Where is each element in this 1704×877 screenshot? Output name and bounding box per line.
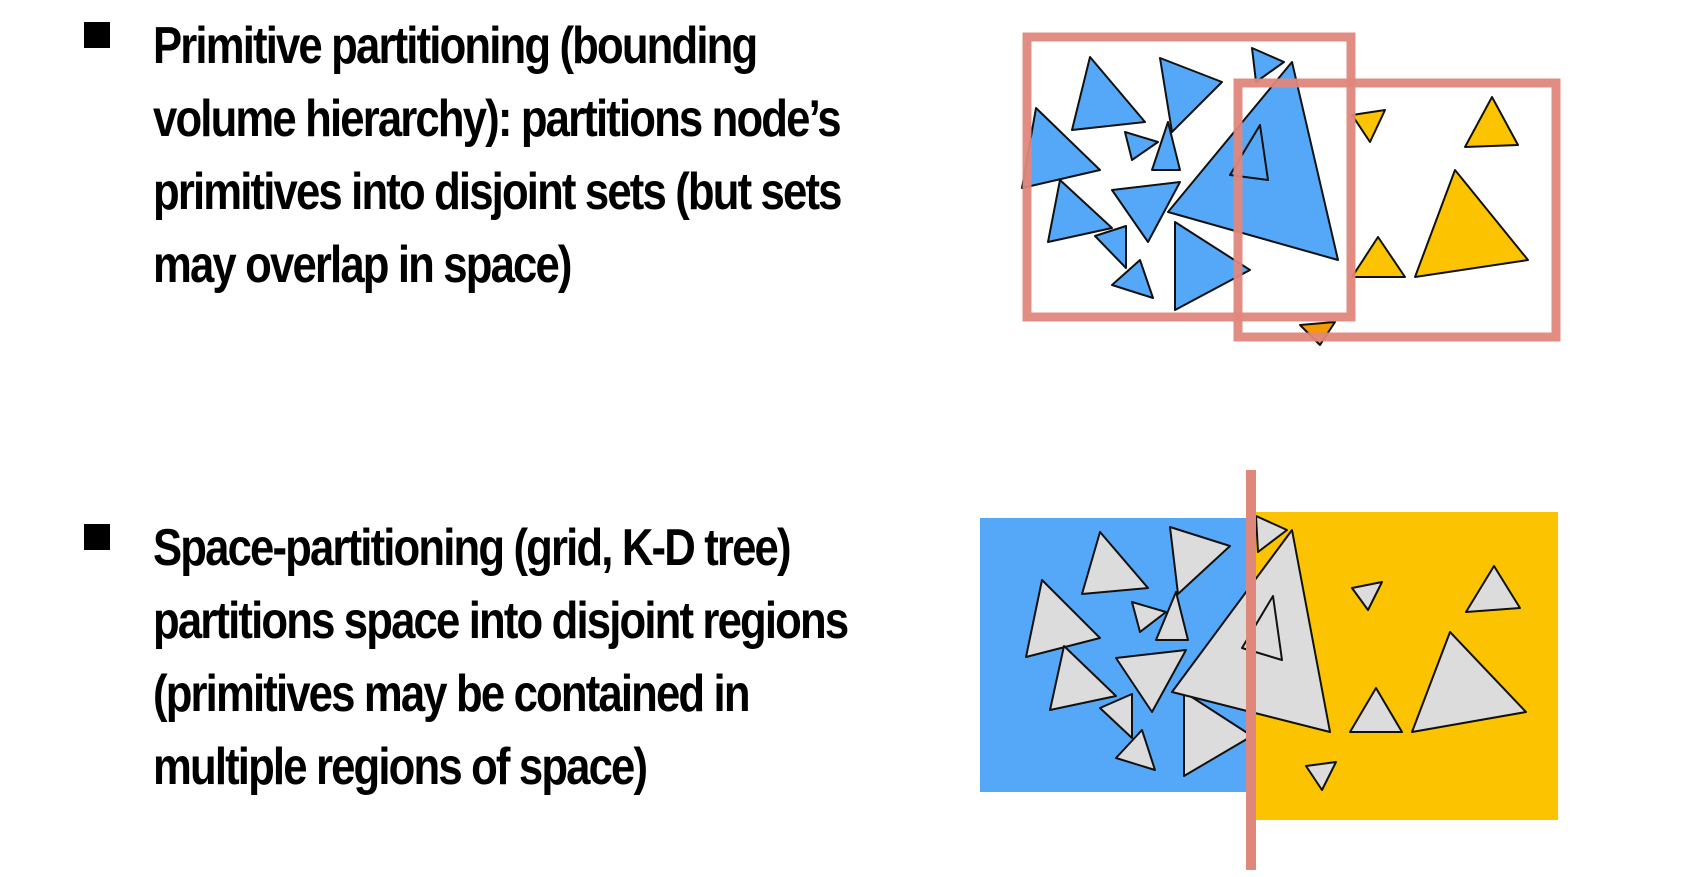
gray-triangle [1131,601,1167,633]
bullet-bvh: Primitive partitioning (bounding volume … [84,10,944,302]
bullet-text-bvh: Primitive partitioning (bounding volume … [153,10,934,302]
blue-triangle [1047,179,1113,243]
gray-triangle [1115,649,1187,713]
bullet-line: Space-partitioning (grid, K-D tree) [153,519,792,577]
bullet-square-icon [84,524,110,550]
yellow-triangle-large [1414,169,1529,278]
gray-triangle [1465,565,1521,613]
bullet-line: primitives into disjoint sets (but sets [153,163,842,221]
blue-primitives [1021,47,1339,311]
gray-triangle [1183,691,1253,777]
gray-triangle [1115,729,1156,771]
blue-triangle [1111,259,1154,299]
blue-triangle [1094,225,1127,269]
gray-triangle [1155,591,1189,641]
blue-triangle [1151,121,1181,171]
yellow-triangle [1351,236,1406,278]
bullet-line: Primitive partitioning (bounding [153,17,758,75]
bullet-line: may overlap in space) [153,236,572,294]
bullet-line: multiple regions of space) [153,738,648,796]
yellow-triangle [1464,96,1519,148]
gray-triangle [1049,645,1117,711]
blue-triangle [1124,131,1159,161]
gray-triangle [1255,515,1288,553]
bullet-line: partitions space into disjoint regions [153,592,849,650]
bullet-line: (primitives may be contained in [153,665,750,723]
gray-triangle [1305,761,1337,791]
gray-triangle-large [1411,631,1527,733]
space-partition-diagram [980,470,1558,870]
bvh-bounding-box-right [1233,78,1561,342]
bullet-space-partitioning: Space-partitioning (grid, K-D tree) part… [84,512,944,804]
blue-triangle [1251,47,1285,83]
yellow-primitives [1299,96,1529,346]
bvh-diagram [1021,32,1561,346]
partition-plane-line [1246,470,1256,870]
blue-triangle [1111,181,1181,243]
blue-triangle [1071,56,1146,131]
bullet-line: volume hierarchy): partitions node’s [153,90,842,148]
yellow-triangle [1351,109,1386,143]
gray-triangle [1099,693,1133,739]
gray-triangle [1349,687,1403,733]
bullet-text-space: Space-partitioning (grid, K-D tree) part… [153,512,934,804]
gray-triangle [1169,526,1231,595]
gray-triangle [1081,531,1149,595]
bullet-square-icon [84,22,110,48]
blue-triangle [1159,57,1223,133]
blue-triangle [1174,221,1251,311]
bvh-bounding-box-left [1022,32,1356,322]
gray-triangle [1351,581,1383,611]
